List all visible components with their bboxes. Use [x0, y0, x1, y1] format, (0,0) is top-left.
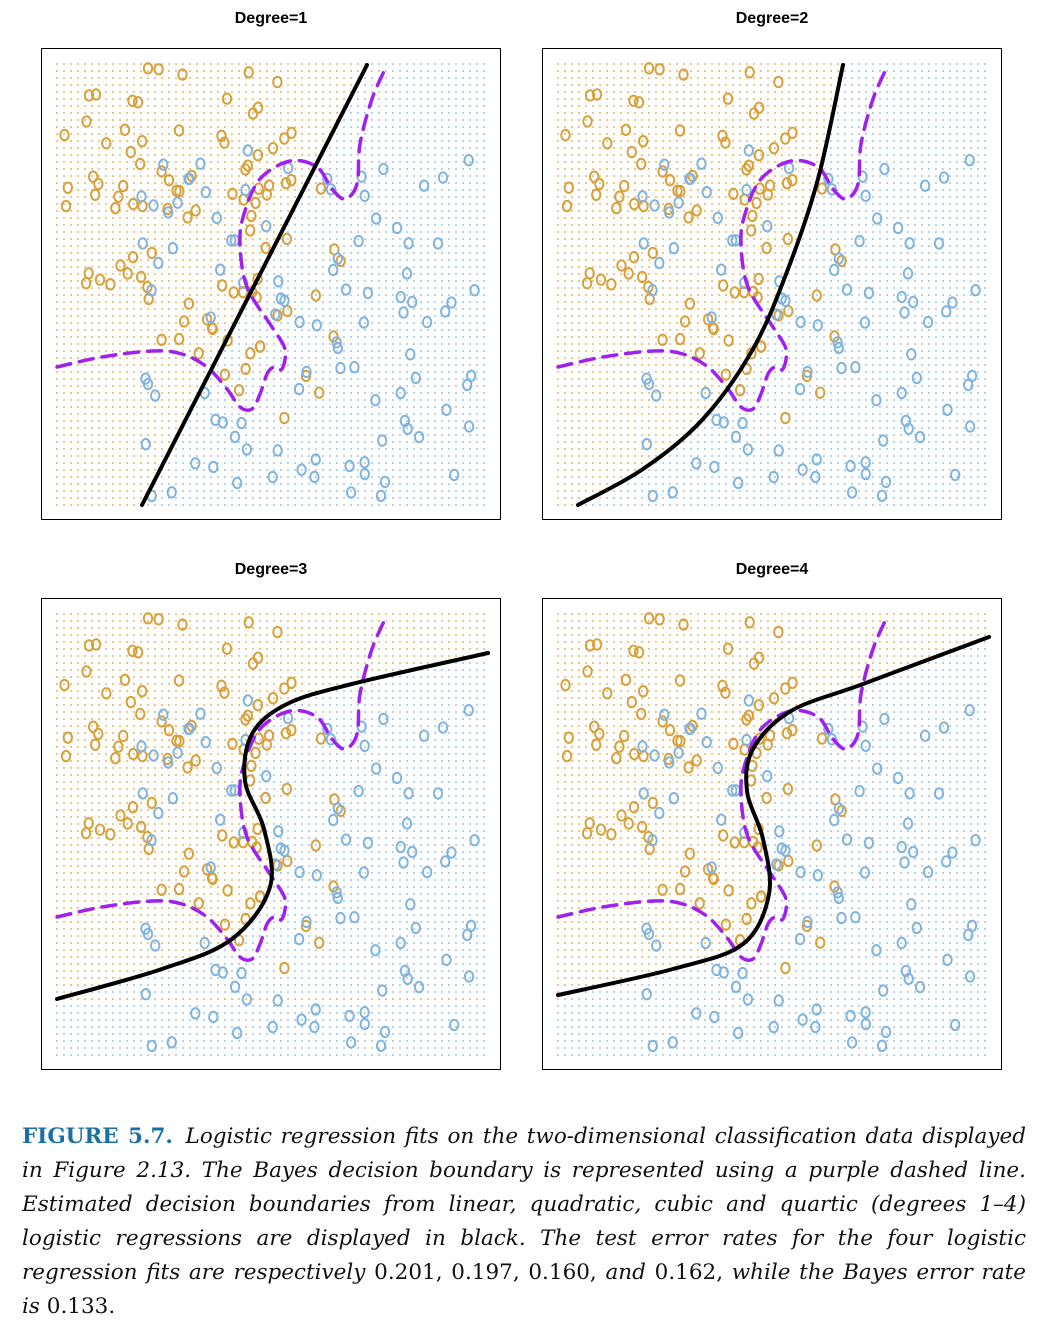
- bayes-decision-boundary: [55, 63, 389, 412]
- fitted-decision-boundary-degree-4: [556, 635, 991, 997]
- prediction-grid: [557, 63, 986, 506]
- fitted-decision-boundary-degree-3: [55, 651, 490, 1001]
- figure-label: FIGURE 5.7.: [22, 1124, 173, 1149]
- panel-title-degree-2: Degree=2: [735, 10, 809, 27]
- plot-panel-degree-4: [542, 598, 1002, 1070]
- plot-panel-degree-2: [542, 48, 1002, 520]
- observations: [59, 62, 480, 503]
- bayes-error-rate: 0.133.: [46, 1294, 116, 1319]
- plot-svg-degree-4: [556, 612, 991, 1056]
- plot-svg-degree-1: [55, 62, 485, 507]
- fitted-decision-boundary-degree-2: [576, 63, 845, 507]
- fitted-decision-boundary-degree-1: [140, 63, 369, 507]
- observations: [560, 612, 981, 1053]
- caption-text-2: while the Bayes error rate is: [22, 1260, 1026, 1319]
- figure-caption: FIGURE 5.7. Logistic regression fits on …: [22, 1120, 1026, 1324]
- error-rate-1: 0.201,: [374, 1260, 443, 1285]
- panel-title-degree-1: Degree=1: [234, 10, 308, 27]
- error-rate-3: 0.160,: [528, 1260, 597, 1285]
- caption-text-1: Logistic regression fits on the two-dime…: [22, 1124, 1026, 1285]
- plot-svg-degree-2: [556, 62, 986, 507]
- observations: [560, 62, 981, 503]
- panel-title-degree-3: Degree=3: [234, 561, 308, 578]
- panel-title-degree-4: Degree=4: [735, 561, 809, 578]
- observations: [59, 612, 480, 1053]
- bayes-decision-boundary: [556, 63, 890, 412]
- prediction-grid: [557, 613, 986, 1056]
- bayes-decision-boundary: [556, 613, 890, 962]
- caption-and-word: and: [605, 1260, 646, 1285]
- error-rate-4: 0.162,: [654, 1260, 724, 1285]
- bayes-decision-boundary: [55, 613, 389, 962]
- error-rate-2: 0.197,: [451, 1260, 520, 1285]
- plot-panel-degree-3: [41, 598, 501, 1070]
- plot-svg-degree-3: [55, 612, 490, 1056]
- plot-panel-degree-1: [41, 48, 501, 520]
